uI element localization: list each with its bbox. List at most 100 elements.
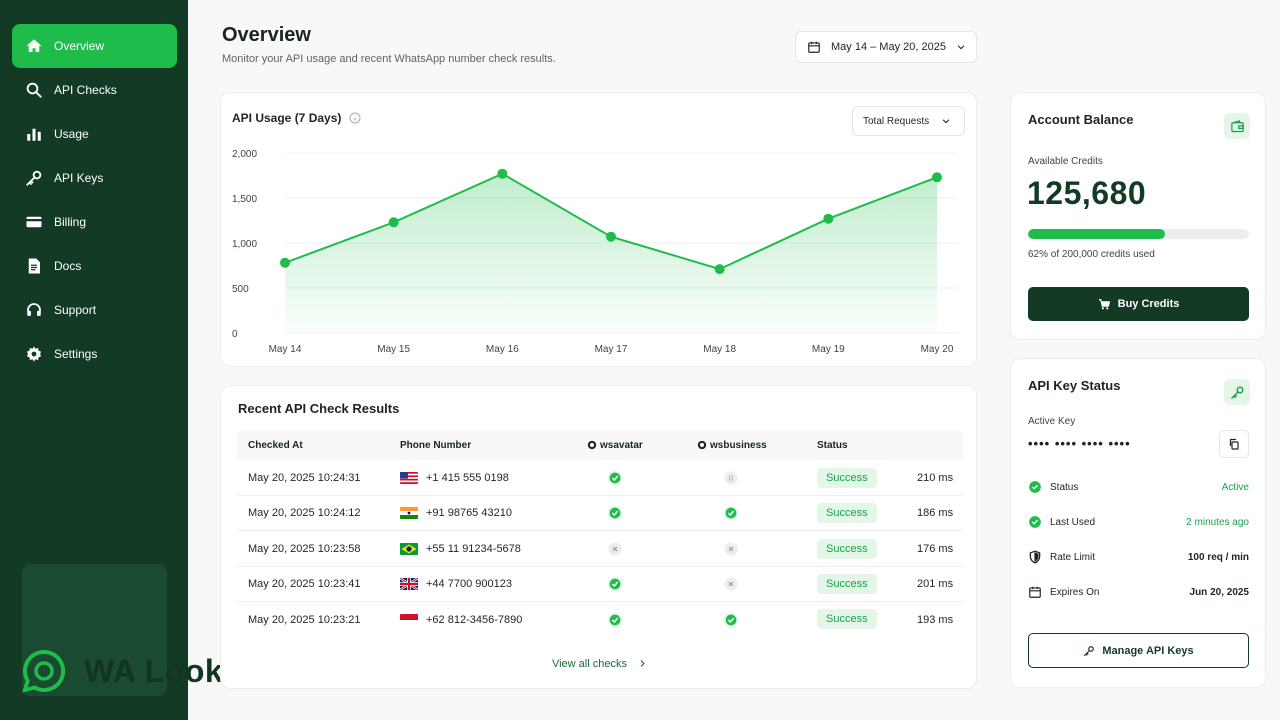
key-status-row: Rate Limit 100 req / min — [1028, 549, 1249, 565]
wsbusiness-cell — [723, 602, 739, 637]
wsbusiness-cell — [723, 461, 739, 495]
sidebar-promo-panel — [22, 564, 167, 696]
status-badge: Success — [817, 538, 877, 559]
response-time-cell: 210 ms — [917, 472, 954, 484]
chevron-down-icon — [942, 119, 950, 124]
col-wsavatar: wsavatar — [587, 430, 643, 460]
col-phone-number: Phone Number — [400, 439, 472, 451]
view-all-checks-link[interactable]: View all checks — [221, 658, 978, 670]
date-range-label: May 14 – May 20, 2025 — [831, 41, 946, 53]
status-badge: Success — [817, 573, 877, 594]
table-row[interactable]: May 20, 2025 10:23:58 +55 11 91234-5678 Su… — [237, 532, 963, 567]
check-circle-icon — [723, 612, 739, 628]
buy-credits-button[interactable]: Buy Credits — [1028, 287, 1249, 321]
manage-api-keys-button[interactable]: Manage API Keys — [1028, 633, 1249, 668]
flag-id-icon — [400, 613, 418, 626]
usage-point[interactable] — [606, 231, 616, 242]
usage-point[interactable] — [497, 168, 508, 179]
checked-at-cell: May 20, 2025 10:23:58 — [248, 542, 361, 555]
table-row[interactable]: May 20, 2025 10:23:21 +62 812-3456-7890 Su… — [237, 602, 963, 637]
credits-usage-text: 62% of 200,000 credits used — [1028, 249, 1155, 260]
checked-at-cell: May 20, 2025 10:23:41 — [248, 577, 361, 590]
sidebar-item-api-checks[interactable]: API Checks — [12, 68, 177, 112]
x-tick-label: May 19 — [812, 344, 845, 355]
response-time-cell: 201 ms — [917, 577, 954, 590]
whatsapp-icon — [697, 440, 707, 450]
y-tick-label: 2,000 — [232, 149, 257, 160]
api-key-status-card: API Key Status Active Key •••• •••• ••••… — [1010, 358, 1266, 688]
api-usage-card: API Usage (7 Days) Total Requests 0 500 1,… — [220, 92, 977, 367]
metric-select[interactable]: Total Requests — [852, 106, 965, 136]
x-circle-icon — [724, 577, 738, 591]
headset-icon — [25, 301, 43, 319]
usage-point[interactable] — [280, 257, 290, 268]
wsbusiness-cell — [723, 496, 739, 530]
cart-icon — [1098, 298, 1110, 309]
phone-cell: +44 7700 900123 — [400, 567, 512, 601]
phone-number: +55 11 91234-5678 — [426, 542, 521, 555]
col-wsavatar-label: wsavatar — [600, 439, 643, 451]
key-status-value: Jun 20, 2025 — [1189, 586, 1249, 598]
sidebar-item-docs[interactable]: Docs — [12, 244, 177, 288]
x-tick-label: May 18 — [703, 344, 736, 355]
gear-icon — [25, 345, 43, 363]
masked-api-key: •••• •••• •••• •••• — [1028, 436, 1131, 451]
check-circle-icon — [723, 505, 739, 521]
search-icon — [25, 81, 43, 99]
chevron-down-icon — [957, 45, 965, 50]
x-tick-label: May 15 — [377, 344, 410, 355]
usage-point[interactable] — [388, 217, 399, 228]
key-icon — [1084, 645, 1095, 656]
usage-point[interactable] — [932, 172, 942, 183]
table-row[interactable]: May 20, 2025 10:24:31 +1 415 555 0198 Succ… — [237, 461, 963, 496]
whatsapp-icon — [587, 440, 597, 450]
whatsapp-logo-icon — [22, 649, 66, 693]
key-icon — [1230, 386, 1243, 399]
usage-point[interactable] — [823, 213, 834, 224]
bar-chart-icon — [25, 125, 43, 143]
table-row[interactable]: May 20, 2025 10:23:41 +44 7700 900123 Succ… — [237, 567, 963, 602]
sidebar-item-overview[interactable]: Overview — [12, 24, 177, 68]
key-status-value: 100 req / min — [1187, 551, 1249, 563]
available-credits-label: Available Credits — [1028, 156, 1103, 167]
sidebar-item-billing[interactable]: Billing — [12, 200, 177, 244]
key-status-row: Status Active — [1028, 479, 1249, 495]
account-balance-card: Account Balance Available Credits 125,68… — [1010, 92, 1266, 340]
check-circle-icon — [1029, 516, 1041, 528]
phone-cell: +1 415 555 0198 — [400, 461, 509, 495]
check-circle-icon — [607, 612, 623, 628]
wallet-button[interactable] — [1224, 113, 1250, 139]
credit-card-icon — [25, 213, 43, 231]
copy-key-button[interactable] — [1219, 430, 1249, 458]
view-all-checks-label: View all checks — [551, 658, 627, 670]
buy-credits-label: Buy Credits — [1117, 298, 1180, 310]
sidebar-item-api-keys[interactable]: API Keys — [12, 156, 177, 200]
phone-cell: +91 98765 43210 — [400, 496, 512, 530]
api-usage-chart: 0 500 1,000 1,500 2,000 May 14 May 15 May 16 May… — [232, 149, 957, 355]
key-status-value: 2 minutes ago — [1186, 516, 1249, 528]
api-key-button[interactable] — [1224, 379, 1250, 405]
usage-point[interactable] — [714, 264, 725, 275]
date-range-picker[interactable]: May 14 – May 20, 2025 — [795, 31, 977, 63]
phone-number: +1 415 555 0198 — [426, 472, 509, 484]
api-usage-title-text: API Usage (7 Days) — [232, 111, 342, 125]
phone-cell: +55 11 91234-5678 — [400, 532, 521, 566]
checked-at-cell: May 20, 2025 10:24:31 — [248, 472, 361, 484]
key-status-row: Expires On Jun 20, 2025 — [1028, 584, 1249, 600]
active-key-label: Active Key — [1028, 416, 1076, 427]
sidebar-item-settings[interactable]: Settings — [12, 332, 177, 376]
response-time-cell: 186 ms — [917, 507, 954, 520]
response-time-cell: 176 ms — [917, 542, 954, 555]
table-row[interactable]: May 20, 2025 10:24:12 +91 98765 43210 Succ… — [237, 496, 963, 532]
flag-in-icon — [400, 507, 418, 520]
x-circle-icon — [608, 541, 622, 556]
sidebar-item-usage[interactable]: Usage — [12, 112, 177, 156]
wsavatar-cell — [607, 602, 623, 637]
calendar-icon — [1029, 586, 1041, 598]
wsavatar-cell — [607, 496, 623, 530]
sidebar: Overview API Checks Usage API Keys Billi… — [0, 0, 188, 720]
wsavatar-cell — [607, 532, 623, 566]
sidebar-item-support[interactable]: Support — [12, 288, 177, 332]
info-icon[interactable] — [349, 112, 361, 124]
api-key-status-title: API Key Status — [1028, 378, 1121, 393]
